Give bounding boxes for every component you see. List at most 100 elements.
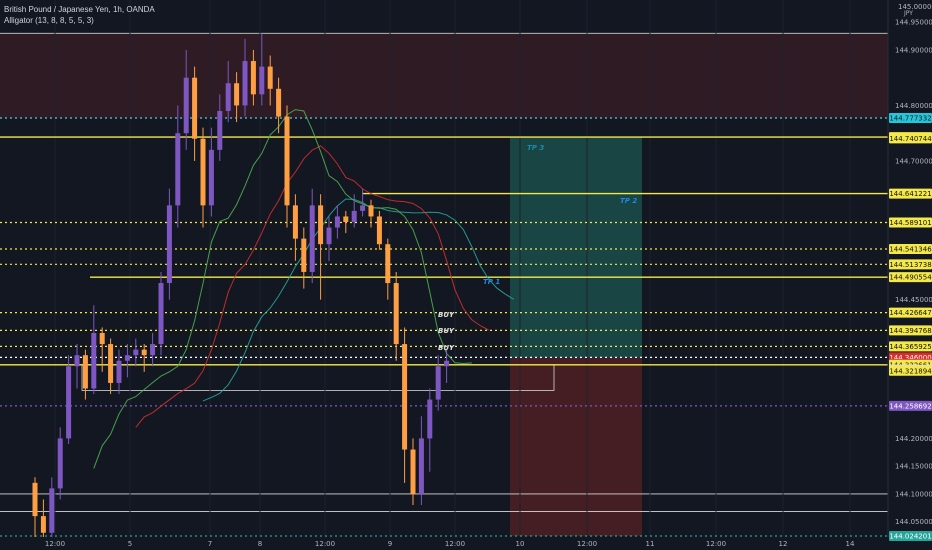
price-tag-label: 144.258692: [889, 402, 931, 410]
candle[interactable]: [368, 199, 374, 228]
price-tag-label: 144.490554: [889, 274, 932, 282]
candle[interactable]: [242, 38, 248, 117]
time-axis-tick: 5: [128, 540, 132, 548]
candle[interactable]: [309, 188, 315, 284]
candle[interactable]: [183, 49, 189, 150]
candle-body: [326, 227, 332, 245]
candle[interactable]: [99, 327, 105, 372]
price-tag: 144.490554: [889, 272, 932, 283]
candle[interactable]: [360, 188, 366, 217]
candle-body: [309, 205, 315, 272]
candle[interactable]: [133, 338, 139, 367]
candle-body: [217, 110, 223, 150]
price-axis-tick: 144.450000: [895, 296, 932, 304]
candle[interactable]: [225, 61, 231, 123]
candle[interactable]: [74, 344, 80, 389]
support-box[interactable]: [81, 364, 555, 391]
candle[interactable]: [192, 66, 198, 161]
candle[interactable]: [158, 271, 164, 356]
candle[interactable]: [82, 349, 88, 400]
candle[interactable]: [402, 327, 408, 483]
price-tag: 144.258692: [889, 400, 932, 411]
candle[interactable]: [49, 477, 55, 544]
candle-body: [208, 149, 214, 206]
candle-body: [267, 66, 273, 89]
price-tag-bg: [889, 531, 932, 542]
price-tag-label: 144.024201: [889, 533, 931, 541]
time-axis-tick: 12:00: [577, 540, 597, 548]
candle[interactable]: [217, 94, 223, 161]
candle[interactable]: [444, 349, 450, 383]
candle-body: [150, 344, 156, 356]
price-tag-label: 144.346000: [889, 354, 931, 362]
alligator-jaw-line: [202, 198, 515, 402]
candle-body: [242, 61, 248, 106]
take-profit-zone: [510, 137, 642, 358]
price-tag-label: 144.589101: [889, 219, 931, 227]
price-tag-label: 144.365925: [889, 343, 931, 351]
candle[interactable]: [301, 227, 307, 289]
candle[interactable]: [57, 427, 63, 500]
price-axis-tick: 144.900000: [895, 46, 932, 54]
candle[interactable]: [208, 127, 214, 217]
candle[interactable]: [250, 49, 256, 106]
price-tag-bg: [889, 217, 932, 228]
candle[interactable]: [124, 344, 130, 378]
time-axis-tick: 12:00: [45, 540, 65, 548]
candle[interactable]: [435, 355, 441, 411]
time-axis-tick: 12: [779, 540, 788, 548]
price-tag-bg: [889, 325, 932, 336]
alligator-lips-line: [93, 109, 472, 469]
price-axis-tick: 144.050000: [895, 518, 932, 526]
candle[interactable]: [351, 194, 357, 228]
candle[interactable]: [318, 194, 324, 300]
candle[interactable]: [150, 332, 156, 367]
candle[interactable]: [343, 210, 349, 234]
candle[interactable]: [393, 271, 399, 361]
candle-body: [175, 133, 181, 206]
candle[interactable]: [116, 349, 122, 395]
candle-body: [351, 210, 357, 222]
candle[interactable]: [410, 438, 416, 506]
candle[interactable]: [326, 216, 332, 261]
candle[interactable]: [292, 194, 298, 261]
candle[interactable]: [141, 344, 147, 372]
price-tag-label: 144.321894: [889, 367, 932, 375]
candle-body: [133, 349, 139, 356]
candle[interactable]: [427, 388, 433, 472]
price-tag-label: 144.641221: [889, 190, 931, 198]
candle-body: [427, 399, 433, 439]
candle[interactable]: [234, 72, 240, 123]
candle[interactable]: [284, 105, 290, 228]
candle-body: [57, 438, 63, 489]
price-tag-label: 144.513738: [889, 261, 931, 269]
candle[interactable]: [108, 338, 114, 395]
candle[interactable]: [334, 205, 340, 239]
candle[interactable]: [385, 238, 391, 300]
candle[interactable]: [259, 33, 265, 106]
price-tag-label: 144.777332: [889, 115, 931, 123]
candle-body: [435, 366, 441, 400]
candle[interactable]: [267, 55, 273, 106]
candle-body: [334, 216, 340, 228]
candle[interactable]: [32, 477, 38, 539]
candle-body: [91, 332, 97, 389]
candle[interactable]: [91, 305, 97, 395]
candle[interactable]: [175, 105, 181, 228]
price-axis-tick: 144.200000: [895, 435, 932, 443]
candle[interactable]: [200, 127, 206, 228]
candle[interactable]: [276, 77, 282, 134]
price-tag-label: 144.740744: [889, 135, 932, 143]
price-tag: 144.777332: [889, 113, 932, 124]
candle-body: [284, 116, 290, 206]
currency-label: JPY: [903, 10, 913, 17]
price-tag: 144.365925: [889, 341, 932, 352]
candle-body: [166, 205, 172, 284]
candle[interactable]: [376, 210, 382, 250]
candle[interactable]: [66, 355, 72, 444]
price-axis-tick: 144.100000: [895, 490, 932, 498]
resistance-zone: [0, 33, 888, 119]
candle[interactable]: [418, 416, 424, 506]
candle[interactable]: [166, 188, 172, 300]
